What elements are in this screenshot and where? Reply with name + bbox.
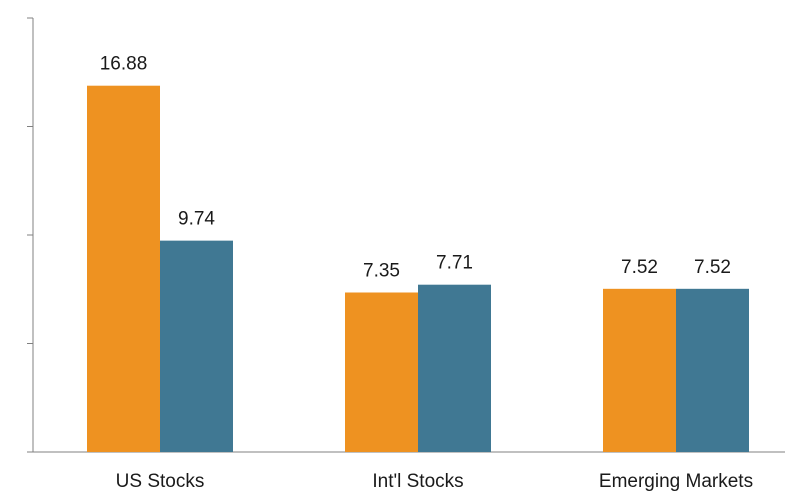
data-label-series-2-1: 7.71 (436, 253, 473, 274)
x-tick-label-2: Emerging Markets (599, 471, 753, 492)
bar-series-1-1 (345, 292, 418, 452)
category-labels: US Stocks Int'l Stocks Emerging Markets (116, 471, 753, 492)
bar-series-2-0 (160, 240, 233, 452)
bar-series-1-0 (87, 85, 160, 452)
data-label-series-1-2: 7.52 (621, 257, 658, 278)
x-tick-label-0: US Stocks (116, 471, 205, 492)
value-labels: 16.88 9.74 7.35 7.71 7.52 7.52 (100, 54, 731, 282)
bars (87, 85, 749, 452)
bar-series-2-1 (418, 284, 491, 452)
bar-series-1-2 (603, 288, 676, 452)
data-label-series-2-2: 7.52 (694, 257, 731, 278)
data-label-series-1-1: 7.35 (363, 261, 400, 282)
data-label-series-1-0: 16.88 (100, 54, 148, 75)
bar-series-2-2 (676, 288, 749, 452)
x-tick-label-1: Int'l Stocks (372, 471, 463, 492)
data-label-series-2-0: 9.74 (178, 209, 215, 230)
